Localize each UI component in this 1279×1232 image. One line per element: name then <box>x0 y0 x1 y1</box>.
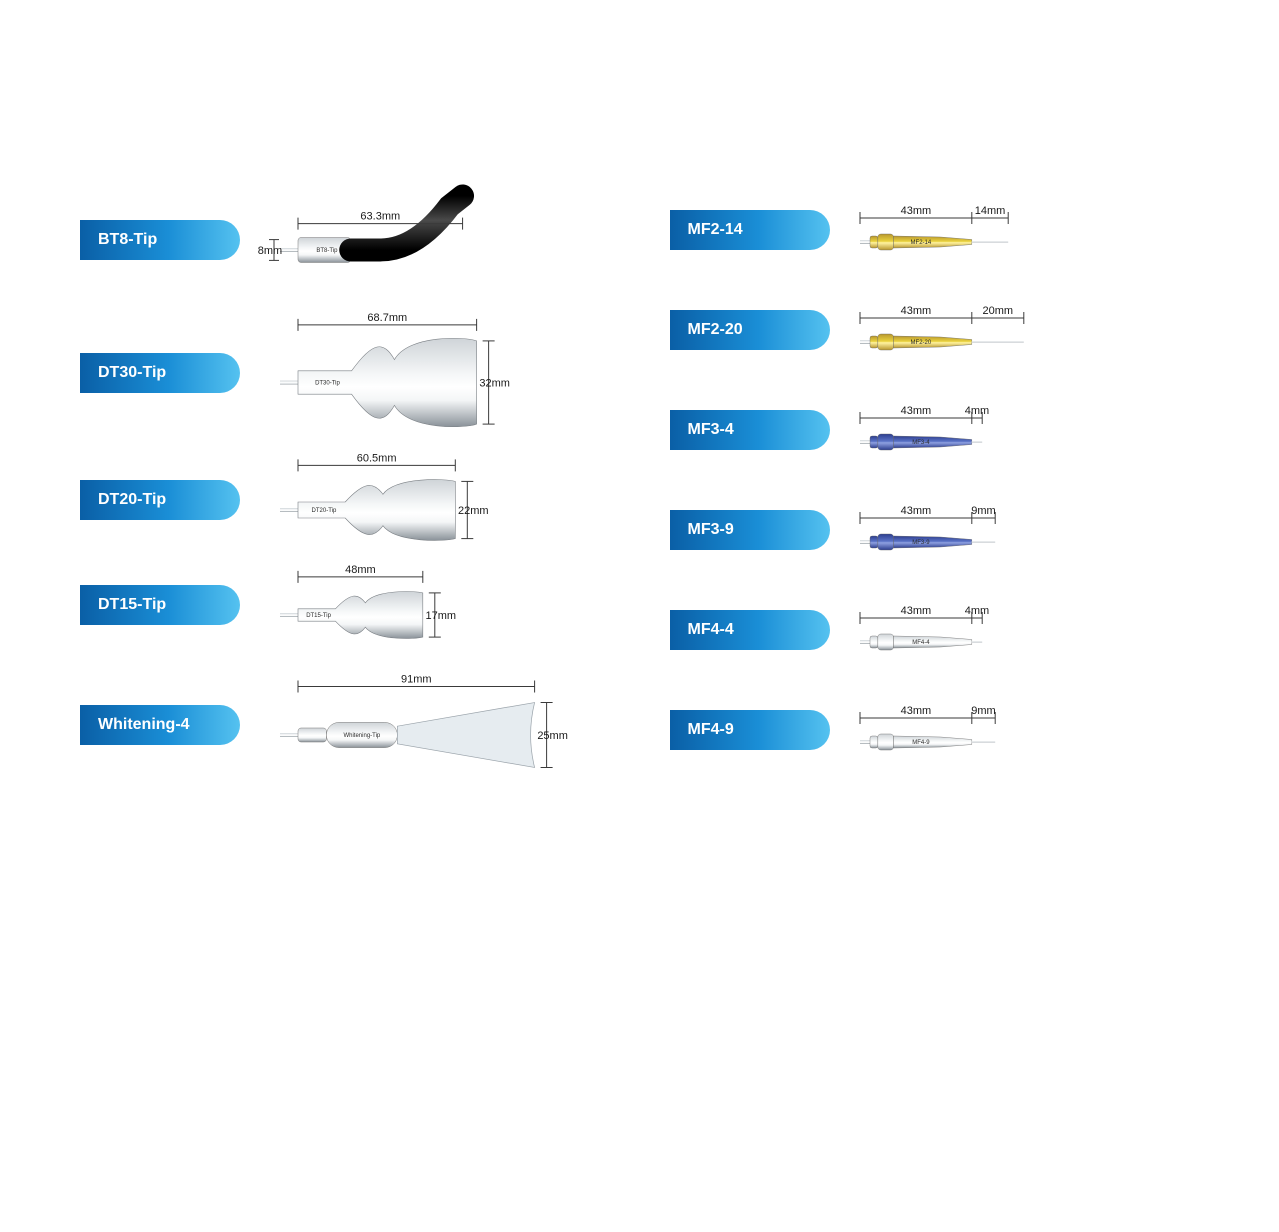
svg-text:MF4-9: MF4-9 <box>912 740 930 746</box>
diagram-mf4-9: MF4-9 43mm 9mm <box>848 680 1200 780</box>
pill-dt30: DT30-Tip <box>80 353 240 393</box>
svg-text:20mm: 20mm <box>982 305 1013 317</box>
svg-text:MF3-9: MF3-9 <box>912 540 930 546</box>
svg-text:DT30-Tip: DT30-Tip <box>315 381 340 387</box>
svg-text:43mm: 43mm <box>900 705 931 717</box>
svg-text:14mm: 14mm <box>974 205 1005 217</box>
svg-text:4mm: 4mm <box>964 605 988 617</box>
diagram-whitening: Whitening-Tip 91mm 25mm <box>258 655 610 795</box>
diagram-bt8: BT8-Tip 63.3mm 8mm <box>258 180 610 300</box>
tip-row-dt20: DT20-Tip DT20-Tip 60.5mm <box>80 445 610 555</box>
svg-text:43mm: 43mm <box>900 605 931 617</box>
svg-text:60.5mm: 60.5mm <box>357 452 397 464</box>
svg-text:DT15-Tip: DT15-Tip <box>306 613 331 619</box>
pill-mf3-9: MF3-9 <box>670 510 830 550</box>
right-column: MF2-14 MF2-14 43mm 14mm <box>670 180 1200 795</box>
svg-text:MF4-4: MF4-4 <box>912 640 930 646</box>
svg-text:43mm: 43mm <box>900 505 931 517</box>
svg-text:63.3mm: 63.3mm <box>360 211 400 223</box>
svg-text:43mm: 43mm <box>900 305 931 317</box>
pill-mf2-20: MF2-20 <box>670 310 830 350</box>
svg-text:8mm: 8mm <box>258 245 282 257</box>
tip-row-mf2-20: MF2-20 MF2-20 43mm 20mm <box>670 280 1200 380</box>
svg-text:25mm: 25mm <box>537 730 568 742</box>
svg-text:48mm: 48mm <box>345 564 376 576</box>
diagram-mf2-14: MF2-14 43mm 14mm <box>848 180 1200 280</box>
svg-text:17mm: 17mm <box>426 610 457 622</box>
tip-row-mf4-4: MF4-4 MF4-4 43mm 4mm <box>670 580 1200 680</box>
svg-text:68.7mm: 68.7mm <box>367 312 407 324</box>
tip-row-dt15: DT15-Tip DT15-Tip 48mm <box>80 555 610 655</box>
svg-text:22mm: 22mm <box>458 505 489 517</box>
left-column: BT8-Tip BT8-Tip 63.3mm <box>80 180 610 795</box>
diagram-mf2-20: MF2-20 43mm 20mm <box>848 280 1200 380</box>
svg-text:9mm: 9mm <box>971 505 995 517</box>
pill-dt15: DT15-Tip <box>80 585 240 625</box>
svg-text:BT8-Tip: BT8-Tip <box>316 248 338 254</box>
tip-row-mf2-14: MF2-14 MF2-14 43mm 14mm <box>670 180 1200 280</box>
tip-row-bt8: BT8-Tip BT8-Tip 63.3mm <box>80 180 610 300</box>
diagram-dt20: DT20-Tip 60.5mm 22mm <box>258 445 610 555</box>
pill-dt20: DT20-Tip <box>80 480 240 520</box>
svg-text:43mm: 43mm <box>900 205 931 217</box>
tip-row-mf3-9: MF3-9 MF3-9 43mm 9mm <box>670 480 1200 580</box>
svg-text:4mm: 4mm <box>964 405 988 417</box>
pill-mf2-14: MF2-14 <box>670 210 830 250</box>
pill-mf4-4: MF4-4 <box>670 610 830 650</box>
svg-text:DT20-Tip: DT20-Tip <box>312 508 337 514</box>
tip-diagram-container: BT8-Tip BT8-Tip 63.3mm <box>80 180 1199 795</box>
tip-row-dt30: DT30-Tip DT30-Tip 68.7mm <box>80 300 610 445</box>
tip-row-mf3-4: MF3-4 MF3-4 43mm 4mm <box>670 380 1200 480</box>
svg-text:Whitening-Tip: Whitening-Tip <box>343 733 380 739</box>
tip-row-mf4-9: MF4-9 MF4-9 43mm 9mm <box>670 680 1200 780</box>
diagram-mf3-9: MF3-9 43mm 9mm <box>848 480 1200 580</box>
diagram-dt30: DT30-Tip 68.7mm 32mm <box>258 300 610 445</box>
svg-text:43mm: 43mm <box>900 405 931 417</box>
diagram-mf4-4: MF4-4 43mm 4mm <box>848 580 1200 680</box>
svg-text:MF2-20: MF2-20 <box>910 340 931 346</box>
pill-whitening: Whitening-4 <box>80 705 240 745</box>
svg-text:9mm: 9mm <box>971 705 995 717</box>
diagram-dt15: DT15-Tip 48mm 17mm <box>258 555 610 655</box>
pill-bt8: BT8-Tip <box>80 220 240 260</box>
svg-text:MF2-14: MF2-14 <box>910 240 931 246</box>
svg-text:MF3-4: MF3-4 <box>912 440 930 446</box>
diagram-mf3-4: MF3-4 43mm 4mm <box>848 380 1200 480</box>
tip-row-whitening: Whitening-4 Whitening-Tip <box>80 655 610 795</box>
pill-mf3-4: MF3-4 <box>670 410 830 450</box>
pill-mf4-9: MF4-9 <box>670 710 830 750</box>
svg-text:32mm: 32mm <box>479 378 510 390</box>
svg-text:91mm: 91mm <box>401 674 432 686</box>
